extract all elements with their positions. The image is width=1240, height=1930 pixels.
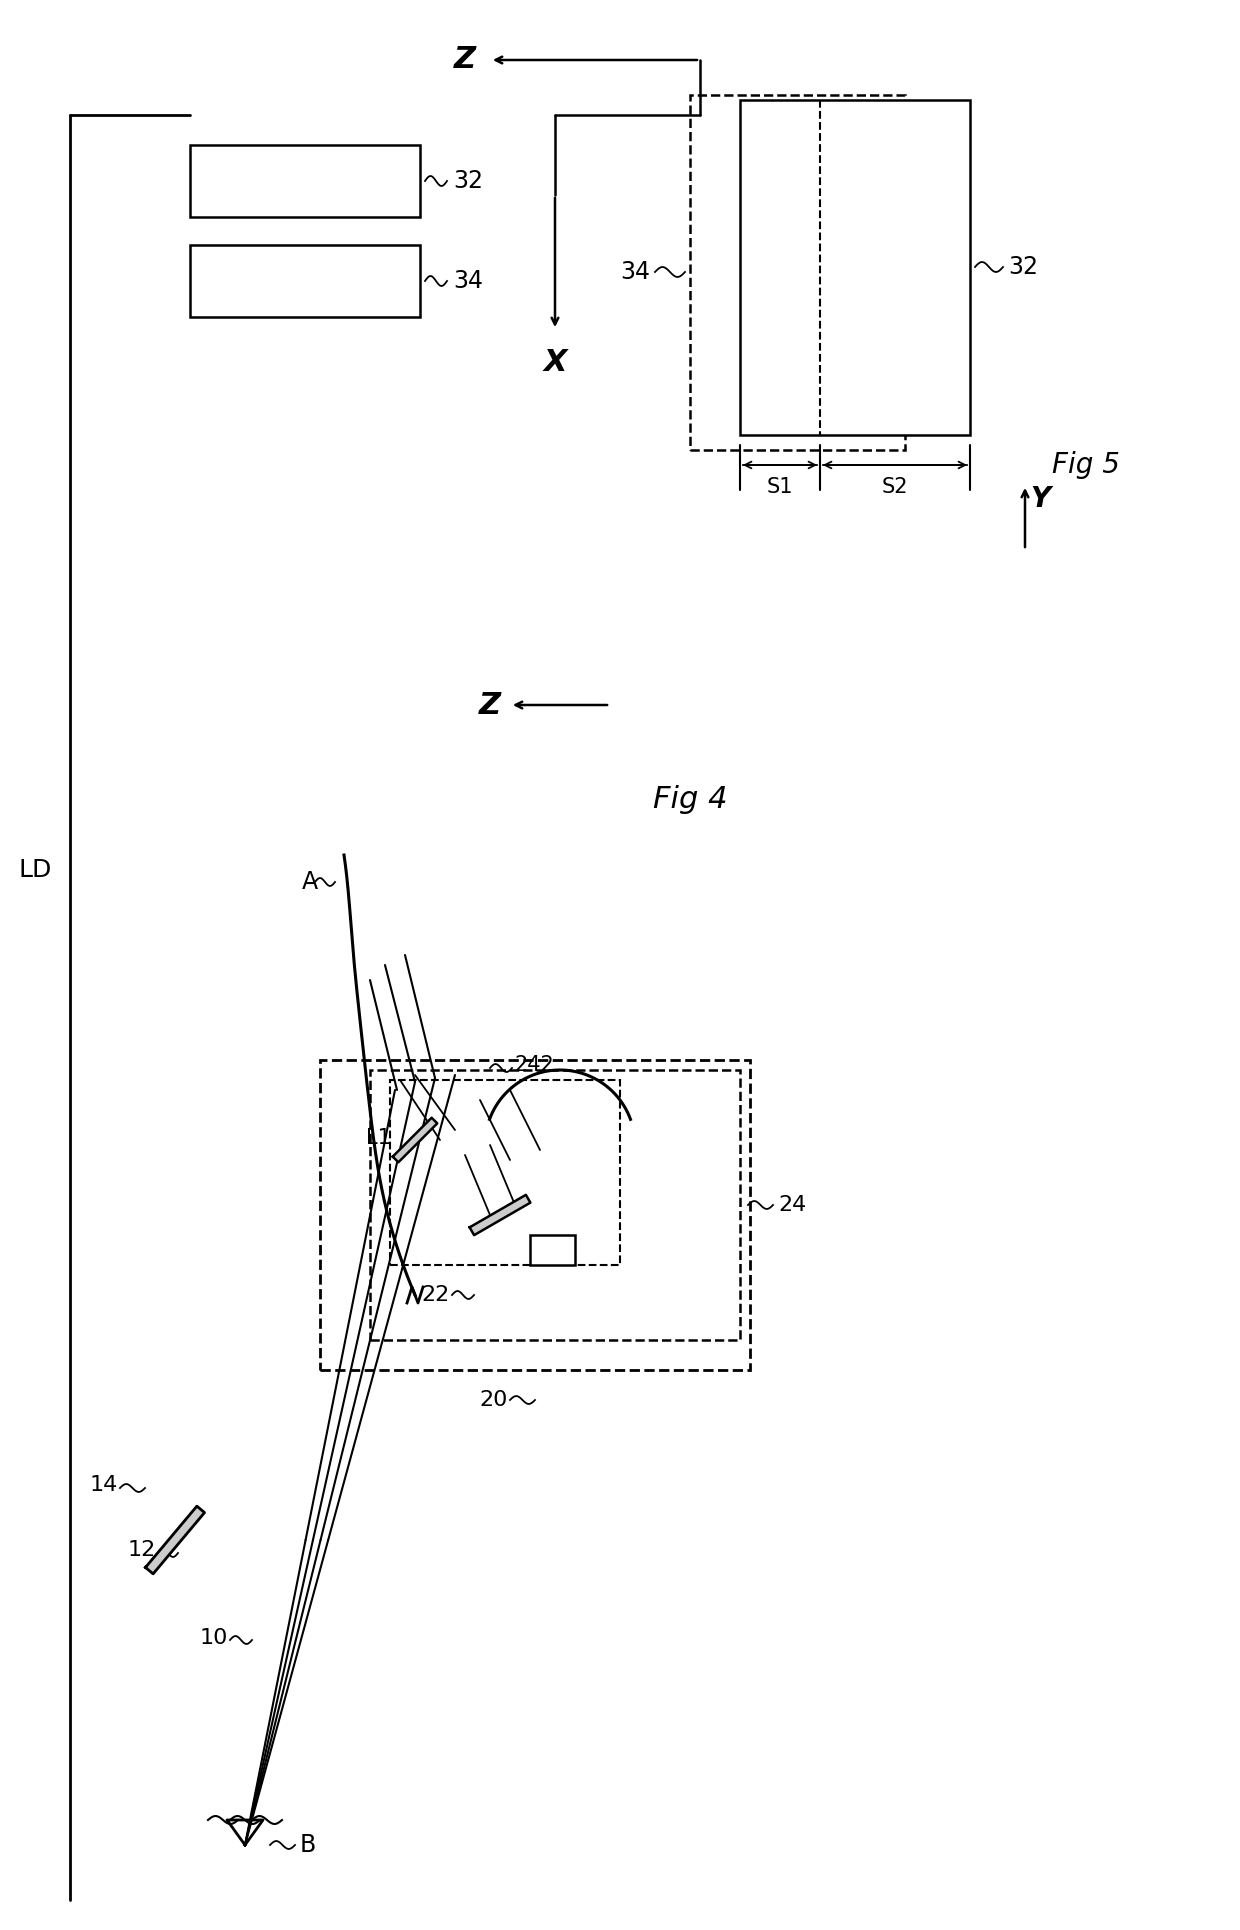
- Text: S1: S1: [766, 477, 794, 498]
- Text: 20: 20: [480, 1390, 508, 1411]
- Text: Z: Z: [454, 46, 476, 75]
- Text: LD: LD: [19, 859, 52, 882]
- Bar: [529, 1235, 575, 1264]
- Bar: [190, 145, 420, 216]
- Bar: [740, 100, 970, 434]
- Text: 22: 22: [422, 1285, 450, 1305]
- Text: X: X: [543, 347, 567, 376]
- Text: 242: 242: [515, 1056, 554, 1075]
- Bar: [320, 1060, 750, 1370]
- Text: 14: 14: [89, 1475, 118, 1496]
- Polygon shape: [470, 1195, 531, 1235]
- Text: A: A: [301, 870, 319, 894]
- Polygon shape: [393, 1117, 438, 1162]
- Text: 34: 34: [620, 261, 650, 284]
- Text: 24: 24: [777, 1195, 806, 1216]
- Bar: [370, 1069, 740, 1339]
- Text: L1: L1: [366, 1127, 391, 1148]
- Text: 32: 32: [453, 170, 484, 193]
- Text: 32: 32: [1008, 255, 1038, 280]
- Text: 34: 34: [453, 268, 484, 293]
- Text: S2: S2: [882, 477, 908, 498]
- Text: B: B: [300, 1834, 316, 1857]
- Bar: [190, 245, 420, 317]
- Text: 12: 12: [128, 1540, 156, 1559]
- Polygon shape: [145, 1505, 205, 1573]
- Text: Y: Y: [1030, 484, 1050, 513]
- Text: Z: Z: [479, 691, 501, 720]
- Bar: [391, 1081, 620, 1264]
- Bar: [689, 95, 905, 450]
- Text: Fig 5: Fig 5: [1052, 452, 1120, 479]
- Text: Fig 4: Fig 4: [652, 786, 727, 814]
- Text: 10: 10: [200, 1629, 228, 1648]
